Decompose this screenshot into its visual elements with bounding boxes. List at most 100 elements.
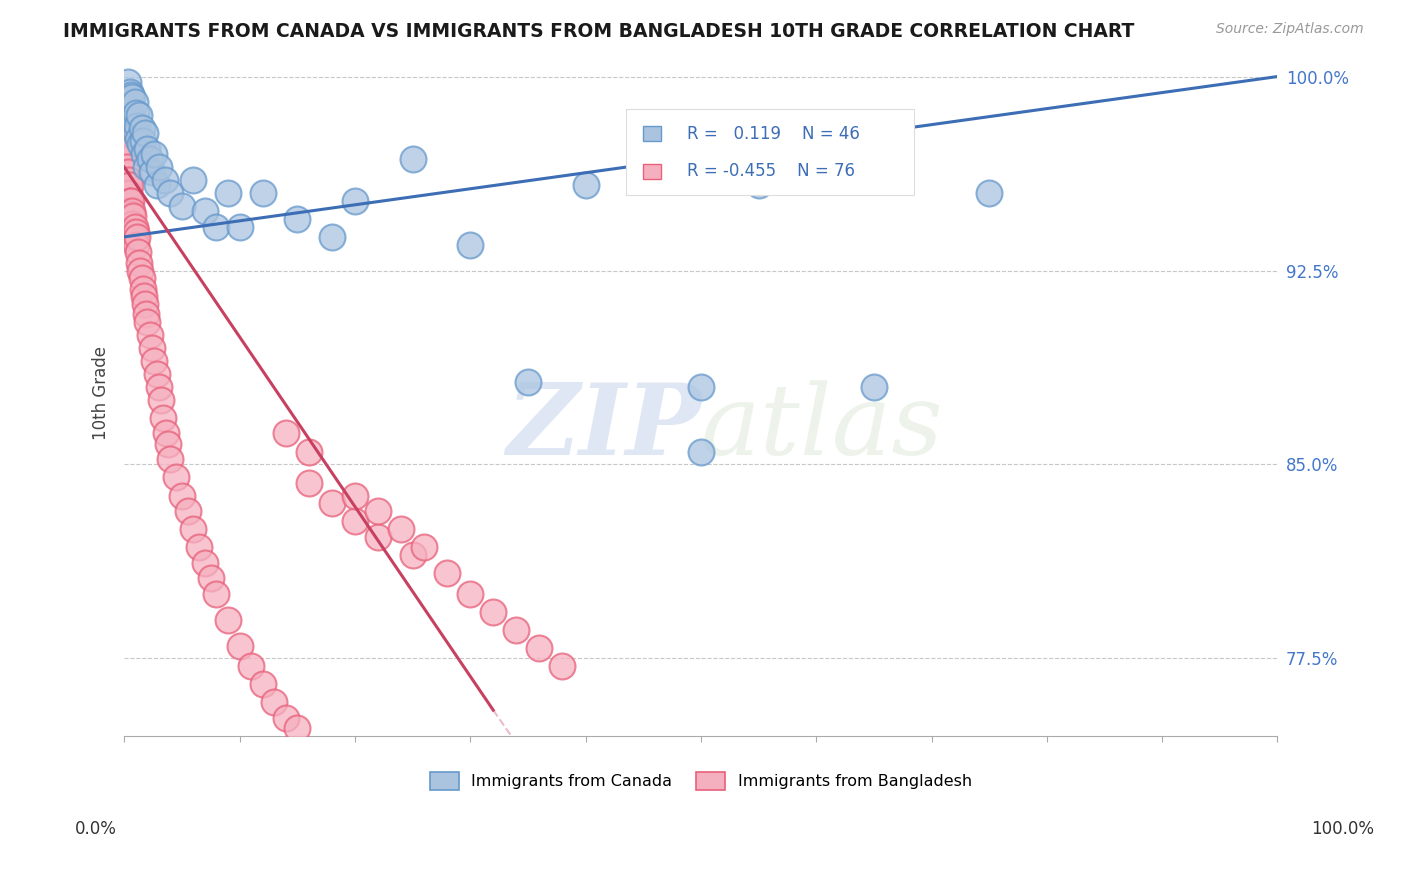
Point bbox=[118, 101, 141, 115]
Point bbox=[121, 90, 143, 104]
Bar bbox=[643, 126, 661, 141]
Point bbox=[129, 263, 152, 277]
Point bbox=[141, 341, 163, 355]
Point bbox=[125, 127, 148, 141]
Point bbox=[118, 85, 141, 99]
Y-axis label: 10th Grade: 10th Grade bbox=[93, 346, 110, 441]
Point bbox=[343, 488, 366, 502]
Point bbox=[217, 186, 239, 200]
Point bbox=[131, 121, 153, 136]
Text: R = -0.455    N = 76: R = -0.455 N = 76 bbox=[688, 162, 855, 180]
Point bbox=[979, 186, 1001, 200]
Point bbox=[114, 134, 136, 148]
Point bbox=[285, 211, 308, 226]
Point bbox=[118, 186, 141, 200]
Point bbox=[170, 488, 193, 502]
Point bbox=[124, 232, 146, 246]
Point bbox=[150, 392, 173, 407]
Point bbox=[343, 194, 366, 208]
Point bbox=[132, 289, 155, 303]
Point bbox=[285, 721, 308, 735]
Point bbox=[176, 504, 198, 518]
Point bbox=[121, 204, 143, 219]
Point bbox=[205, 587, 228, 601]
Point bbox=[458, 587, 481, 601]
Point bbox=[132, 147, 155, 161]
Point bbox=[118, 178, 141, 193]
Point bbox=[148, 160, 170, 174]
Point bbox=[114, 153, 136, 167]
Point bbox=[505, 623, 527, 637]
Point bbox=[122, 113, 145, 128]
Point bbox=[170, 199, 193, 213]
Point bbox=[121, 108, 143, 122]
Point bbox=[482, 605, 505, 619]
Point bbox=[134, 127, 156, 141]
Point bbox=[401, 548, 423, 562]
Point bbox=[263, 695, 285, 709]
Point bbox=[127, 245, 149, 260]
Point bbox=[122, 209, 145, 223]
Point bbox=[436, 566, 458, 580]
Point bbox=[367, 504, 389, 518]
Point bbox=[135, 160, 157, 174]
Point bbox=[159, 452, 181, 467]
Point bbox=[115, 173, 138, 187]
Text: ZIP: ZIP bbox=[506, 379, 700, 475]
Point bbox=[458, 237, 481, 252]
Point bbox=[118, 194, 141, 208]
Point bbox=[747, 178, 769, 193]
Point bbox=[159, 186, 181, 200]
FancyBboxPatch shape bbox=[626, 109, 914, 194]
Point bbox=[689, 444, 711, 458]
Point bbox=[148, 380, 170, 394]
Point bbox=[128, 256, 150, 270]
Point bbox=[135, 308, 157, 322]
Point bbox=[141, 165, 163, 179]
Point bbox=[228, 219, 250, 234]
Point bbox=[863, 380, 886, 394]
Point bbox=[124, 219, 146, 234]
Point bbox=[138, 328, 160, 343]
Point bbox=[183, 522, 205, 536]
Text: atlas: atlas bbox=[700, 380, 943, 475]
Point bbox=[252, 677, 274, 691]
Text: 100.0%: 100.0% bbox=[1312, 820, 1374, 838]
Point bbox=[125, 237, 148, 252]
Point bbox=[117, 186, 139, 200]
Point bbox=[128, 108, 150, 122]
Point bbox=[529, 641, 551, 656]
Point bbox=[143, 354, 166, 368]
Point bbox=[131, 134, 153, 148]
Point bbox=[131, 282, 153, 296]
Point bbox=[125, 119, 148, 133]
Point bbox=[574, 178, 596, 193]
Point bbox=[120, 87, 142, 102]
Text: Source: ZipAtlas.com: Source: ZipAtlas.com bbox=[1216, 22, 1364, 37]
Point bbox=[551, 659, 574, 673]
Point bbox=[127, 131, 149, 145]
Point bbox=[274, 426, 297, 441]
Point bbox=[136, 315, 159, 329]
Point bbox=[118, 199, 141, 213]
Point bbox=[153, 173, 176, 187]
Text: 0.0%: 0.0% bbox=[75, 820, 117, 838]
Point bbox=[188, 540, 211, 554]
Point bbox=[131, 271, 153, 285]
Point bbox=[125, 230, 148, 244]
Point bbox=[194, 556, 217, 570]
Point bbox=[118, 173, 141, 187]
Point bbox=[145, 367, 167, 381]
Point bbox=[120, 206, 142, 220]
Point bbox=[401, 153, 423, 167]
Point bbox=[117, 75, 139, 89]
Point bbox=[157, 437, 180, 451]
Point bbox=[117, 178, 139, 193]
Point bbox=[274, 711, 297, 725]
Point bbox=[389, 522, 412, 536]
Point bbox=[134, 297, 156, 311]
Point bbox=[343, 514, 366, 528]
Point bbox=[120, 194, 142, 208]
Legend: Immigrants from Canada, Immigrants from Bangladesh: Immigrants from Canada, Immigrants from … bbox=[423, 765, 979, 797]
Point bbox=[298, 475, 321, 490]
